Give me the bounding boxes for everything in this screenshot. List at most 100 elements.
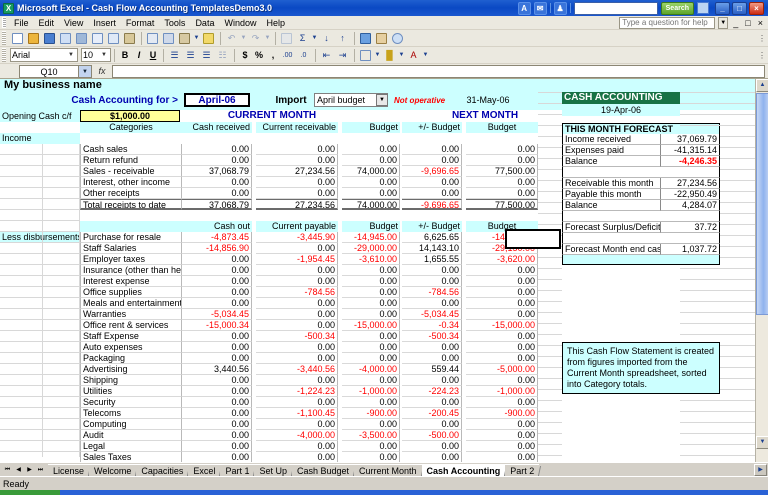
menu-item-help[interactable]: Help — [266, 17, 285, 28]
expense-row-12-label[interactable]: Advertising — [80, 364, 182, 375]
scroll-up-button[interactable]: ▲ — [756, 79, 768, 92]
expense-row-0-value-2[interactable]: -3,445.90 — [256, 232, 338, 243]
sort-descending-icon[interactable]: ↑ — [340, 33, 345, 43]
expense-row-20-value-1[interactable]: 0.00 — [182, 452, 252, 462]
menu-item-edit[interactable]: Edit — [38, 17, 55, 28]
expense-row-4-value-1[interactable]: 0.00 — [182, 276, 252, 287]
menu-item-window[interactable]: Window — [224, 17, 257, 28]
spelling-icon[interactable] — [106, 31, 121, 46]
research-icon[interactable] — [122, 31, 137, 46]
redo-dropdown-icon[interactable]: ▼ — [264, 35, 271, 41]
fx-icon[interactable]: fx — [98, 66, 106, 76]
expense-row-6-label[interactable]: Meals and entertainment — [80, 298, 182, 309]
expense-row-5-value-2[interactable]: -784.56 — [256, 287, 338, 298]
currency-style-button[interactable]: $ — [242, 50, 248, 60]
expense-row-13-value-2[interactable]: 0.00 — [256, 375, 338, 386]
income-row-2-value-2[interactable]: 27,234.56 — [256, 166, 338, 177]
expense-row-14-value-5[interactable]: -1,000.00 — [466, 386, 538, 397]
expense-row-5-value-3[interactable]: 0.00 — [342, 287, 400, 298]
income-row-0-label[interactable]: Cash sales — [80, 144, 182, 155]
grid-toggle-icon[interactable] — [697, 2, 709, 14]
expense-row-19-value-1[interactable]: 0.00 — [182, 441, 252, 452]
forecast-value-surplus[interactable]: 37.72 — [660, 222, 720, 233]
menu-item-insert[interactable]: Insert — [93, 17, 116, 28]
expense-row-8-label[interactable]: Office rent & services — [80, 320, 182, 331]
expense-row-10-label[interactable]: Auto expenses — [80, 342, 182, 353]
expense-row-15-label[interactable]: Security — [80, 397, 182, 408]
name-box[interactable]: Q10 — [19, 64, 79, 78]
next-sheet-button[interactable]: ▶ — [27, 467, 32, 473]
scrollbar-thumb[interactable] — [756, 93, 768, 315]
expense-row-16-value-2[interactable]: -1,100.45 — [256, 408, 338, 419]
forecast-value-a0[interactable]: 37,069.79 — [660, 134, 720, 145]
chevron-down-icon[interactable]: ▼ — [79, 64, 92, 78]
income-total-value-4[interactable]: -9,696.65 — [402, 199, 462, 210]
expense-row-1-value-1[interactable]: -14,856.90 — [182, 243, 252, 254]
income-total-label[interactable]: Total receipts to date — [80, 199, 182, 210]
expense-row-8-value-5[interactable]: -15,000.00 — [466, 320, 538, 331]
opening-cash-value[interactable]: $1,000.00 — [80, 110, 180, 122]
print-icon[interactable] — [74, 31, 89, 46]
font-color-icon[interactable]: A — [410, 50, 417, 60]
expense-row-0-value-4[interactable]: 6,625.65 — [402, 232, 462, 243]
expense-row-11-value-2[interactable]: 0.00 — [256, 353, 338, 364]
expense-row-12-value-2[interactable]: -3,440.56 — [256, 364, 338, 375]
sheet-tab-cash-accounting[interactable]: Cash Accounting — [421, 464, 506, 476]
period-cell[interactable]: April-06 — [184, 93, 250, 107]
autosum-dropdown-icon[interactable]: ▼ — [311, 35, 318, 41]
expense-row-14-value-3[interactable]: -1,000.00 — [342, 386, 400, 397]
align-right-icon[interactable]: ☰ — [202, 49, 211, 60]
expense-row-6-value-2[interactable]: 0.00 — [256, 298, 338, 309]
expense-row-20-value-4[interactable]: 0.00 — [402, 452, 462, 462]
scroll-down-button[interactable]: ▼ — [756, 436, 768, 449]
underline-button[interactable]: U — [149, 50, 157, 60]
expense-row-7-value-1[interactable]: -5,034.45 — [182, 309, 252, 320]
forecast-value-b1[interactable]: -22,950.49 — [660, 189, 720, 200]
income-row-3-value-5[interactable]: 0.00 — [466, 177, 538, 188]
forecast-value-monthend[interactable]: 1,037.72 — [660, 244, 720, 255]
income-row-4-value-4[interactable]: 0.00 — [402, 188, 462, 199]
prev-sheet-button[interactable]: ◀ — [16, 467, 21, 473]
income-row-0-value-4[interactable]: 0.00 — [402, 144, 462, 155]
income-total-value-2[interactable]: 27,234.56 — [256, 199, 338, 210]
expense-row-20-value-3[interactable]: 0.00 — [342, 452, 400, 462]
expense-row-10-value-2[interactable]: 0.00 — [256, 342, 338, 353]
expense-row-0-value-3[interactable]: -14,945.00 — [342, 232, 400, 243]
borders-dropdown-icon[interactable]: ▼ — [374, 52, 381, 58]
expense-row-16-value-4[interactable]: -200.45 — [402, 408, 462, 419]
italic-button[interactable]: I — [137, 50, 141, 60]
expense-row-3-label[interactable]: Insurance (other than health) — [80, 265, 182, 276]
expense-row-11-value-5[interactable]: 0.00 — [466, 353, 538, 364]
expense-row-18-value-3[interactable]: -3,500.00 — [342, 430, 400, 441]
expense-row-5-value-5[interactable]: 0.00 — [466, 287, 538, 298]
income-row-0-value-3[interactable]: 0.00 — [342, 144, 400, 155]
income-row-2-label[interactable]: Sales - receivable — [80, 166, 182, 177]
doc-restore-button[interactable]: □ — [745, 17, 751, 28]
expense-row-13-label[interactable]: Shipping — [80, 375, 182, 386]
sheet-tab-set-up[interactable]: Set Up — [254, 464, 292, 476]
undo-icon[interactable]: ↶ — [227, 32, 236, 43]
tab-scroll-right-button[interactable]: ▶ — [754, 464, 767, 476]
expense-row-17-value-1[interactable]: 0.00 — [182, 419, 252, 430]
expense-row-3-value-2[interactable]: 0.00 — [256, 265, 338, 276]
sheet-tab-license[interactable]: License — [48, 464, 90, 476]
expense-row-19-value-3[interactable]: 0.00 — [342, 441, 400, 452]
expense-row-16-value-1[interactable]: 0.00 — [182, 408, 252, 419]
redo-icon[interactable]: ↷ — [251, 32, 260, 43]
income-total-value-3[interactable]: 74,000.00 — [342, 199, 400, 210]
income-row-3-value-3[interactable]: 0.00 — [342, 177, 400, 188]
income-row-4-label[interactable]: Other receipts — [80, 188, 182, 199]
expense-row-14-value-1[interactable]: 0.00 — [182, 386, 252, 397]
expense-row-15-value-2[interactable]: 0.00 — [256, 397, 338, 408]
expense-row-3-value-4[interactable]: 0.00 — [402, 265, 462, 276]
align-center-icon[interactable]: ☰ — [186, 49, 195, 60]
forecast-value-a2[interactable]: -4,246.35 — [660, 156, 720, 167]
decrease-decimal-icon[interactable]: .0 — [300, 51, 307, 59]
expense-row-14-label[interactable]: Utilities — [80, 386, 182, 397]
expense-row-2-label[interactable]: Employer taxes — [80, 254, 182, 265]
new-icon[interactable] — [10, 31, 25, 46]
expense-row-18-label[interactable]: Audit — [80, 430, 182, 441]
person-icon[interactable]: ♟ — [553, 1, 567, 15]
income-row-3-value-4[interactable]: 0.00 — [402, 177, 462, 188]
expense-row-9-value-2[interactable]: -500.34 — [256, 331, 338, 342]
